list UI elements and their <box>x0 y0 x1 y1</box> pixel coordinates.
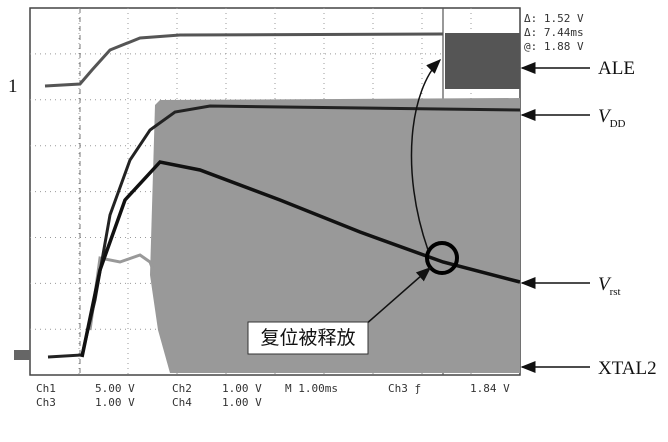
channel-marker: 1 <box>8 76 18 97</box>
status: 1.00 V <box>222 396 262 409</box>
status: Ch4 <box>172 396 192 409</box>
status: Ch3 ƒ <box>388 382 421 395</box>
cursor-readout: Δ: 1.52 V Δ: 7.44ms @: 1.88 V <box>524 12 584 53</box>
status: Ch1 <box>36 382 56 395</box>
status: Ch2 <box>172 382 192 395</box>
status: 5.00 V <box>95 382 135 395</box>
readout: @: 1.88 V <box>524 40 584 53</box>
vrst-label: Vrst <box>598 274 621 298</box>
ground-marker <box>14 350 30 360</box>
status: Ch3 <box>36 396 56 409</box>
xtal2-label: XTAL2 <box>598 358 657 379</box>
sub: DD <box>610 118 626 130</box>
ale-burst <box>445 33 520 89</box>
status: 1.00 V <box>95 396 135 409</box>
vdd-label: VDD <box>598 106 626 130</box>
readout: Δ: 7.44ms <box>524 26 584 39</box>
readout: Δ: 1.52 V <box>524 12 584 25</box>
status: 1.00 V <box>222 382 262 395</box>
status: M 1.00ms <box>285 382 338 395</box>
status: 1.84 V <box>470 382 510 395</box>
ale-label: ALE <box>598 58 635 79</box>
scope-screenshot: 1 Δ: 1.52 V Δ: 7.44ms @: 1.88 V ALE VDD … <box>0 0 668 442</box>
status-bar: Ch1 5.00 V Ch2 1.00 V M 1.00ms Ch3 ƒ 1.8… <box>36 382 510 409</box>
annotation: 复位被释放 <box>260 327 355 349</box>
sub: rst <box>610 286 621 298</box>
